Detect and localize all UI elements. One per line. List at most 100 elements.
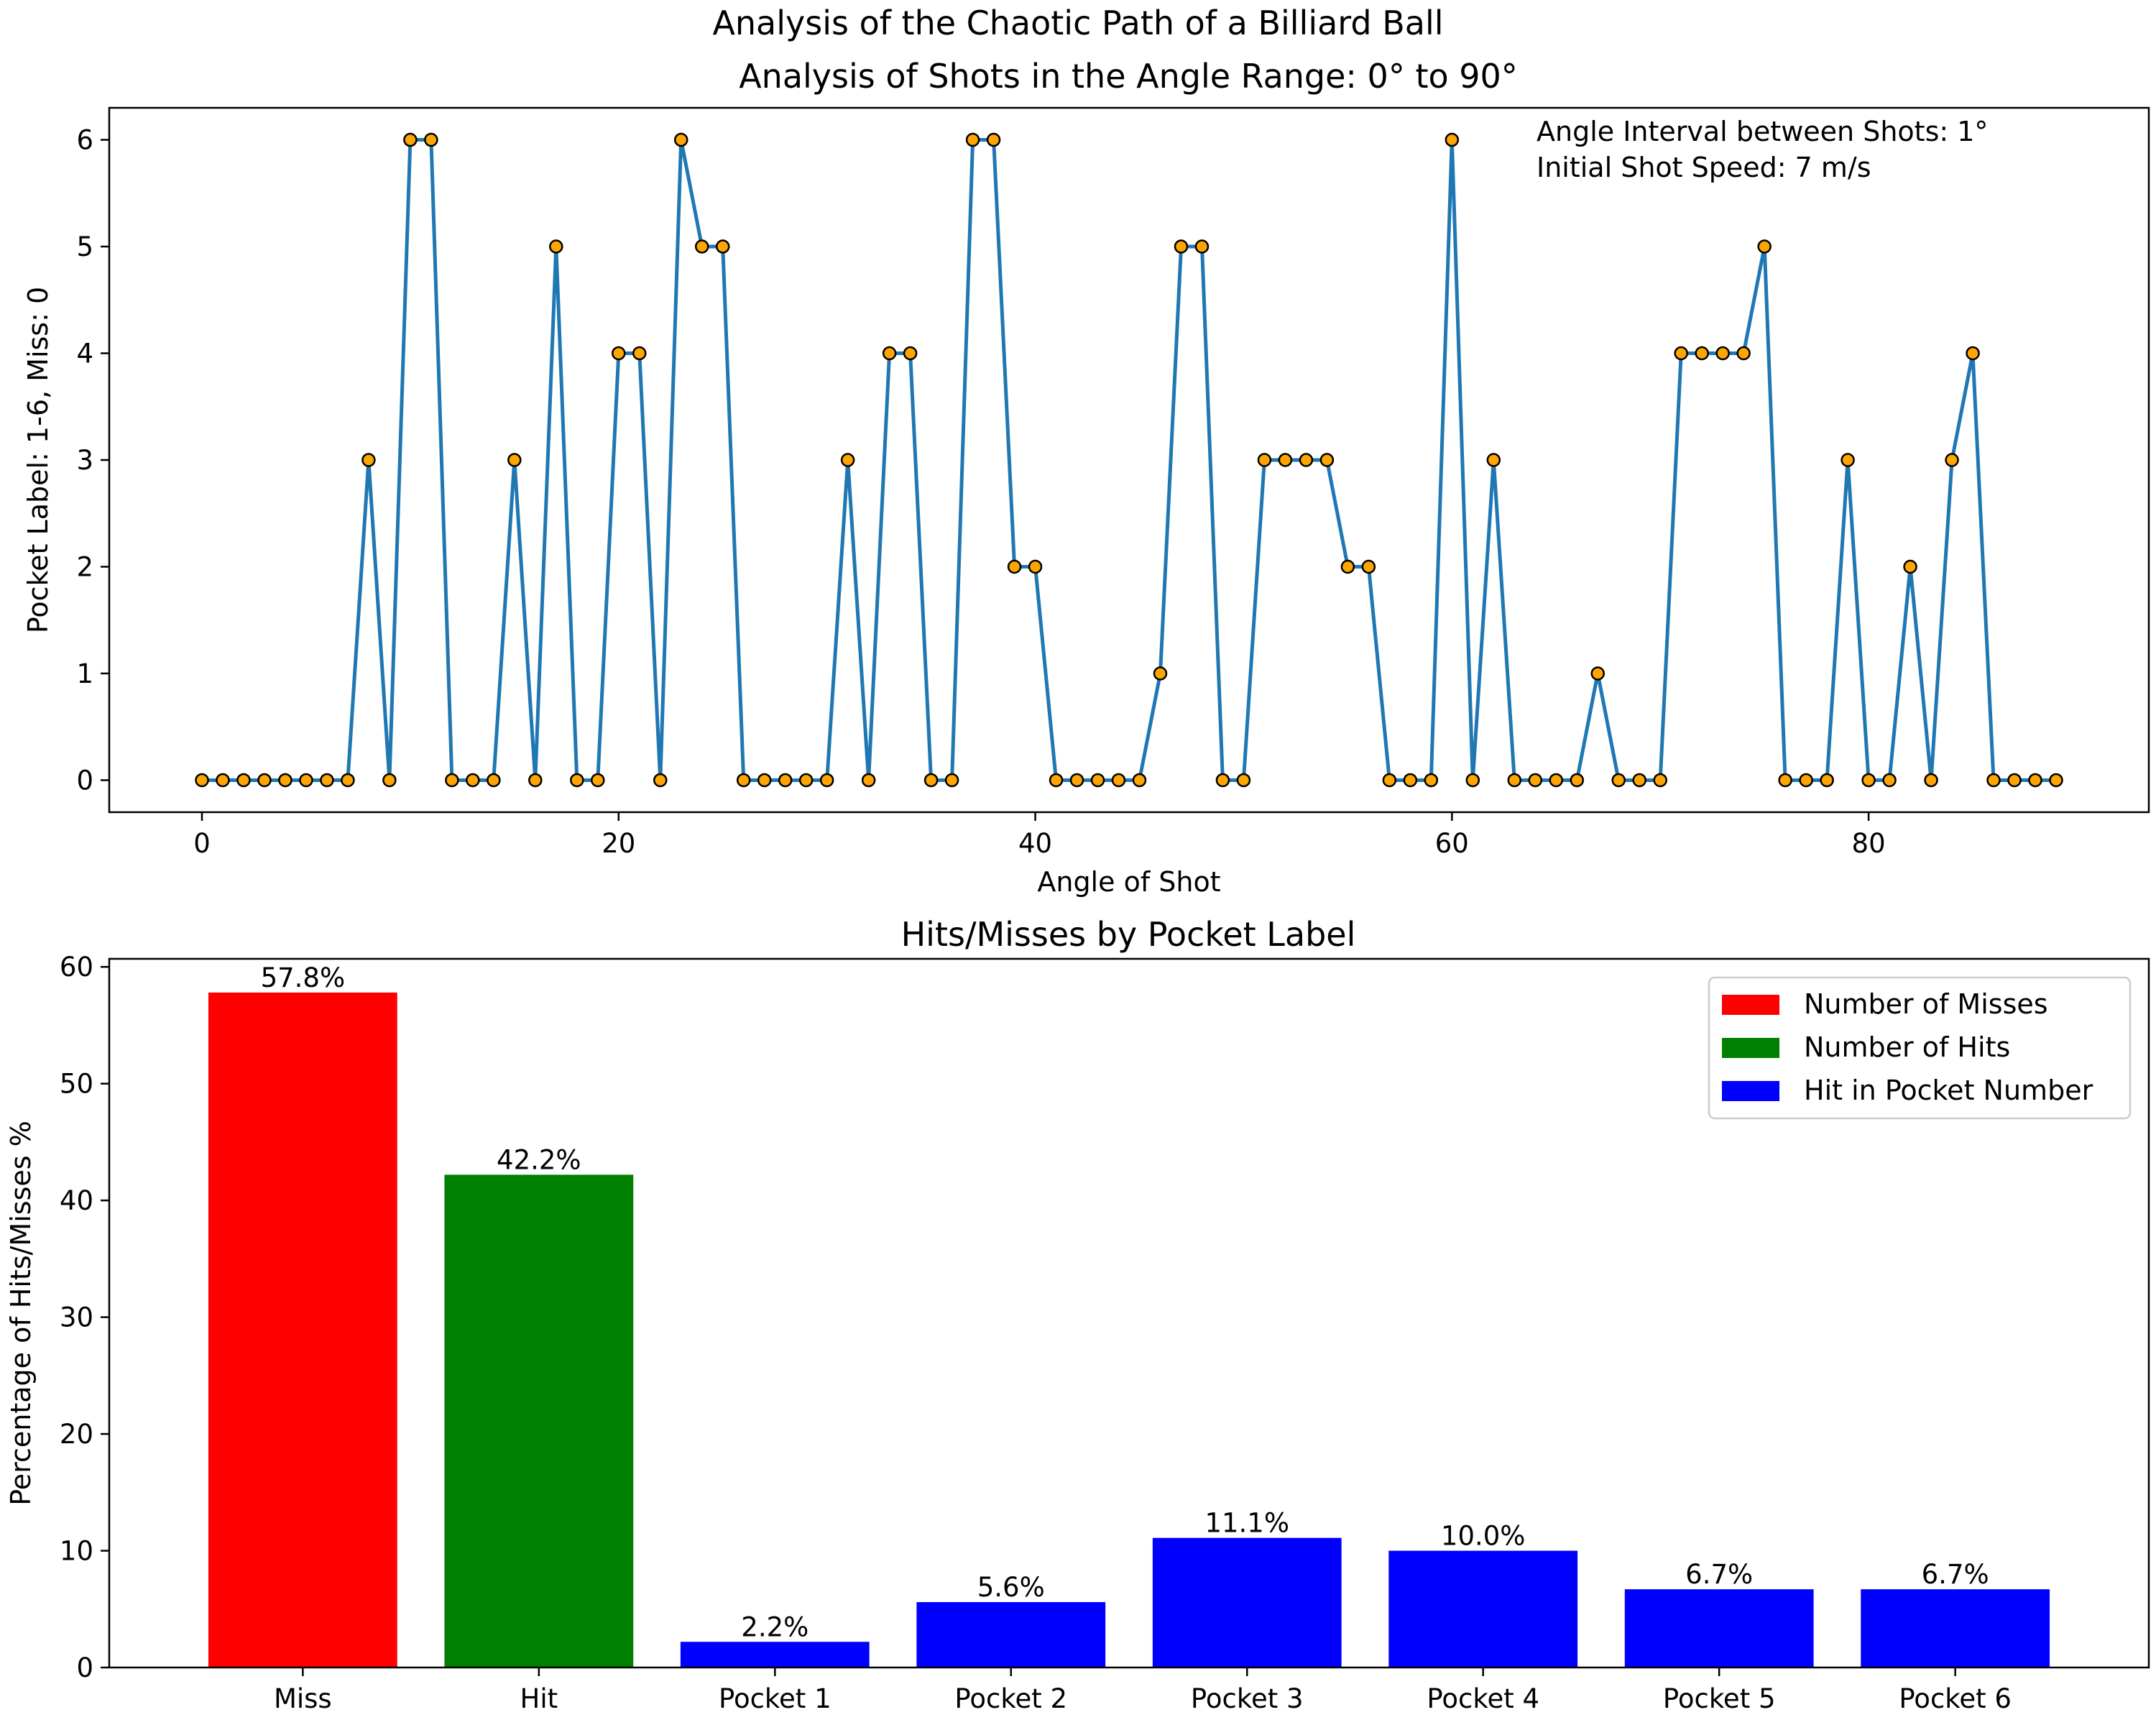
legend-box <box>1708 976 2132 1120</box>
bar-y-tick-label: 10 <box>60 1536 93 1567</box>
bar-value-label: 6.7% <box>1922 1559 1989 1590</box>
line-point <box>1194 239 1210 254</box>
bar-pocket-4 <box>1388 1550 1578 1668</box>
line-x-tick-label: 60 <box>1435 828 1469 859</box>
bar-y-tick-label: 60 <box>60 952 93 983</box>
line-point <box>944 773 959 788</box>
line-point <box>2007 773 2022 788</box>
line-point <box>1736 346 1751 361</box>
bar-y-tick-label: 20 <box>60 1419 93 1450</box>
line-point <box>632 346 647 361</box>
bar-x-tick-label: Pocket 3 <box>1191 1683 1304 1714</box>
line-point <box>1236 773 1251 788</box>
bar-pocket-6 <box>1861 1589 2050 1668</box>
legend-label-misses: Number of Misses <box>1804 988 2048 1020</box>
bar-value-label: 2.2% <box>741 1611 808 1642</box>
line-point <box>1028 559 1043 574</box>
line-point <box>1820 773 1834 788</box>
line-y-tick-label: 6 <box>76 125 93 156</box>
line-y-tick-label: 0 <box>76 765 93 796</box>
bar-y-tick-label: 50 <box>60 1069 93 1100</box>
line-point <box>1153 666 1168 681</box>
line-point <box>1465 773 1480 788</box>
bar-x-tick-label: Pocket 4 <box>1427 1683 1539 1714</box>
line-point <box>965 132 980 147</box>
bar-x-tick-label: Pocket 1 <box>719 1683 831 1714</box>
line-point <box>1507 773 1522 788</box>
line-y-tick-label: 3 <box>76 445 93 476</box>
line-point <box>736 773 751 788</box>
bar-x-tick-label: Pocket 6 <box>1899 1683 2012 1714</box>
line-point <box>1278 453 1293 467</box>
legend-swatch-hits <box>1722 1038 1779 1058</box>
line-point <box>1486 453 1501 467</box>
bar-value-label: 57.8% <box>261 962 346 993</box>
line-point <box>1632 773 1646 788</box>
bar-pocket-3 <box>1152 1537 1342 1668</box>
line-point <box>986 132 1001 147</box>
line-point <box>1882 773 1897 788</box>
line-x-tick-label: 40 <box>1018 828 1052 859</box>
line-point <box>1299 453 1314 467</box>
line-point <box>757 773 772 788</box>
line-point <box>1611 773 1626 788</box>
bar-value-label: 10.0% <box>1441 1521 1526 1552</box>
line-point <box>798 773 814 788</box>
line-point <box>2028 773 2042 788</box>
bar-value-label: 11.1% <box>1204 1508 1289 1539</box>
annotation-initial-speed: Initial Shot Speed: 7 m/s <box>1537 152 1871 183</box>
line-point <box>195 773 209 788</box>
legend: Number of Misses Number of Hits Hit in P… <box>1708 976 2132 1120</box>
line-point <box>299 773 313 788</box>
line-x-tick-label: 20 <box>602 828 635 859</box>
line-point <box>216 773 230 788</box>
line-point <box>1841 453 1855 467</box>
line-point <box>403 132 418 147</box>
line-point <box>1069 773 1084 788</box>
line-point <box>612 346 626 361</box>
bar-y-axis-ticks: 0 10 20 30 40 50 60 <box>60 952 109 1683</box>
line-point <box>570 773 584 788</box>
legend-swatch-misses <box>1722 995 1779 1015</box>
line-point <box>1903 559 1917 574</box>
bar-miss <box>208 992 397 1668</box>
line-point <box>507 453 522 467</box>
line-point <box>1799 773 1813 788</box>
line-point <box>715 239 730 254</box>
line-y-tick-label: 2 <box>76 551 93 582</box>
line-point <box>487 773 501 788</box>
line-chart-title: Analysis of Shots in the Angle Range: 0°… <box>739 57 1518 96</box>
line-x-axis-label: Angle of Shot <box>1037 866 1220 898</box>
line-point <box>424 132 438 147</box>
bar-x-tick-label: Hit <box>520 1683 558 1714</box>
line-point <box>528 773 543 788</box>
line-point <box>1861 773 1876 788</box>
line-point <box>1570 773 1585 788</box>
line-point <box>1715 346 1730 361</box>
line-y-axis-label: Pocket Label: 1-6, Miss: 0 <box>22 287 54 633</box>
bar-x-tick-label: Miss <box>274 1683 332 1714</box>
bar-value-label: 42.2% <box>497 1144 581 1175</box>
line-y-tick-label: 5 <box>76 231 93 262</box>
line-point <box>445 773 459 788</box>
line-chart: Analysis of Shots in the Angle Range: 0°… <box>22 57 2150 898</box>
line-point <box>1757 239 1772 254</box>
bars: 57.8% 42.2% 2.2% 5.6% 11.1% 10.0% 6.7% 6.7% <box>208 962 2050 1668</box>
bar-pocket-1 <box>680 1642 870 1668</box>
legend-label-pocket: Hit in Pocket Number <box>1804 1075 2093 1106</box>
bar-pocket-2 <box>916 1602 1106 1668</box>
line-point <box>1424 773 1439 788</box>
line-point <box>382 773 397 788</box>
line-point <box>361 453 376 467</box>
line-point <box>320 773 334 788</box>
line-point <box>1257 453 1272 467</box>
line-point <box>819 773 834 788</box>
bar-chart: Hits/Misses by Pocket Label 0 10 20 30 40 50 6… <box>5 915 2150 1714</box>
line-point <box>466 773 480 788</box>
bar-x-tick-label: Pocket 5 <box>1663 1683 1776 1714</box>
line-point <box>1549 773 1564 788</box>
line-point <box>1132 773 1147 788</box>
line-point <box>1653 773 1667 788</box>
bar-y-tick-label: 40 <box>60 1185 93 1216</box>
